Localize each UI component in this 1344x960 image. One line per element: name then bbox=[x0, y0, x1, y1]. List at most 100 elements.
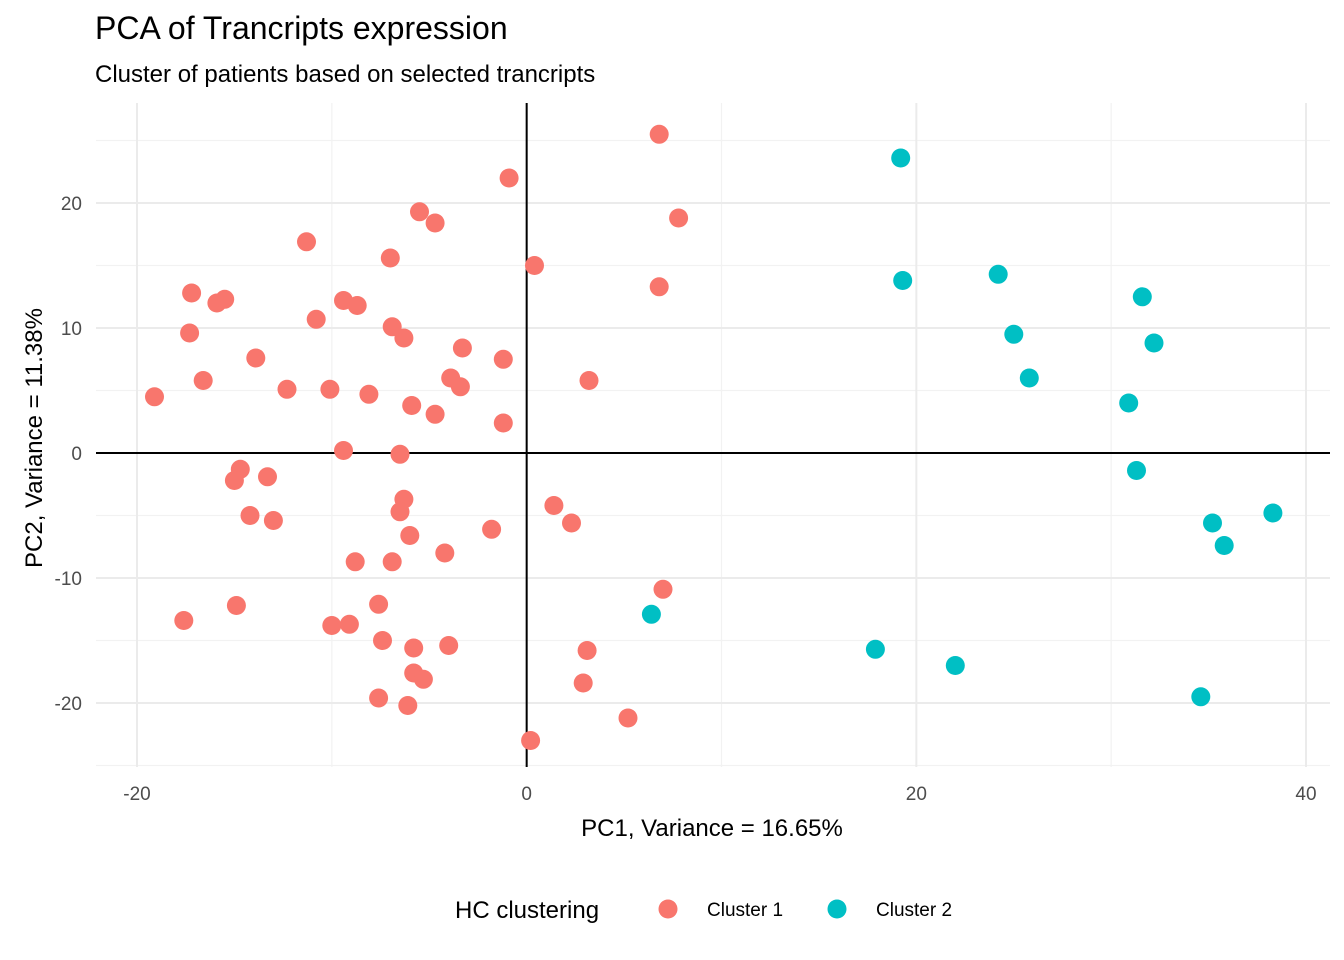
data-point-cluster-1 bbox=[390, 444, 410, 464]
data-point-cluster-2 bbox=[1263, 503, 1283, 523]
y-tick-label: 0 bbox=[71, 444, 82, 465]
data-point-cluster-1 bbox=[521, 731, 541, 750]
data-point-cluster-1 bbox=[347, 296, 367, 315]
x-tick-label: -20 bbox=[123, 784, 150, 805]
data-point-cluster-1 bbox=[193, 371, 213, 390]
data-point-cluster-1 bbox=[339, 614, 359, 634]
y-tick-label: 20 bbox=[61, 194, 82, 215]
y-axis-title: PC2, Variance = 11.38% bbox=[21, 308, 48, 568]
data-point-cluster-1 bbox=[145, 387, 164, 407]
data-point-cluster-1 bbox=[425, 213, 445, 233]
data-point-cluster-2 bbox=[893, 271, 913, 290]
data-point-cluster-2 bbox=[891, 148, 911, 168]
x-tick-label: 40 bbox=[1295, 784, 1316, 805]
data-point-cluster-1 bbox=[452, 338, 472, 358]
data-point-cluster-2 bbox=[1127, 461, 1146, 480]
y-tick-labels: -20 -10 0 10 20 bbox=[55, 194, 82, 715]
data-point-cluster-1 bbox=[182, 283, 202, 303]
data-point-cluster-1 bbox=[562, 513, 581, 533]
data-point-cluster-2 bbox=[865, 639, 885, 659]
legend-title: HC clustering bbox=[455, 897, 599, 924]
data-point-cluster-1 bbox=[439, 636, 459, 655]
legend-key-cluster-1 bbox=[658, 899, 678, 919]
data-point-cluster-1 bbox=[544, 496, 564, 515]
data-point-cluster-2 bbox=[1191, 687, 1211, 707]
x-tick-labels: -20 0 20 40 bbox=[123, 784, 1316, 805]
data-point-cluster-2 bbox=[1144, 333, 1164, 353]
data-point-cluster-1 bbox=[482, 519, 502, 539]
data-point-cluster-1 bbox=[499, 168, 519, 188]
data-point-cluster-1 bbox=[180, 323, 200, 343]
data-point-cluster-1 bbox=[215, 289, 235, 309]
data-point-cluster-1 bbox=[400, 526, 420, 545]
x-tick-label: 0 bbox=[521, 784, 532, 805]
data-point-cluster-2 bbox=[1203, 513, 1222, 533]
data-point-cluster-1 bbox=[240, 506, 260, 525]
x-tick-label: 20 bbox=[906, 784, 927, 805]
data-point-cluster-2 bbox=[641, 604, 661, 624]
data-point-cluster-1 bbox=[263, 511, 283, 530]
data-point-cluster-2 bbox=[1214, 536, 1234, 555]
data-point-cluster-1 bbox=[306, 309, 326, 329]
data-points bbox=[145, 124, 1283, 750]
data-point-cluster-2 bbox=[988, 264, 1008, 284]
data-point-cluster-1 bbox=[373, 631, 392, 650]
data-point-cluster-1 bbox=[435, 543, 455, 563]
data-point-cluster-2 bbox=[1004, 324, 1024, 344]
data-point-cluster-1 bbox=[369, 594, 389, 614]
data-point-cluster-1 bbox=[322, 616, 342, 635]
data-point-cluster-1 bbox=[224, 471, 244, 490]
data-point-cluster-1 bbox=[277, 379, 297, 399]
data-point-cluster-1 bbox=[246, 348, 266, 368]
data-point-cluster-1 bbox=[649, 277, 669, 297]
data-point-cluster-2 bbox=[945, 656, 965, 675]
chart-title: PCA of Trancripts expression bbox=[95, 10, 508, 46]
legend-key-cluster-2 bbox=[827, 899, 847, 919]
data-point-cluster-1 bbox=[398, 696, 418, 715]
data-point-cluster-1 bbox=[359, 384, 379, 404]
zero-lines bbox=[96, 103, 1330, 767]
legend-label-cluster-1: Cluster 1 bbox=[707, 900, 783, 921]
data-point-cluster-1 bbox=[525, 256, 544, 275]
data-point-cluster-1 bbox=[226, 596, 246, 615]
data-point-cluster-1 bbox=[382, 552, 402, 572]
chart-subtitle: Cluster of patients based on selected tr… bbox=[95, 61, 595, 88]
data-point-cluster-1 bbox=[577, 641, 597, 660]
data-point-cluster-1 bbox=[258, 467, 277, 487]
data-point-cluster-1 bbox=[579, 371, 599, 390]
data-point-cluster-1 bbox=[369, 688, 389, 708]
legend-label-cluster-2: Cluster 2 bbox=[876, 900, 952, 921]
data-point-cluster-1 bbox=[334, 441, 353, 460]
data-point-cluster-1 bbox=[297, 232, 316, 252]
data-point-cluster-2 bbox=[1119, 393, 1139, 413]
data-point-cluster-2 bbox=[1019, 368, 1039, 388]
data-point-cluster-1 bbox=[402, 396, 422, 415]
data-point-cluster-1 bbox=[320, 379, 340, 399]
y-tick-label: 10 bbox=[61, 319, 82, 340]
data-point-cluster-1 bbox=[345, 552, 365, 572]
x-axis-title: PC1, Variance = 16.65% bbox=[581, 815, 843, 842]
data-point-cluster-1 bbox=[450, 377, 470, 397]
legend: HC clustering Cluster 1 Cluster 2 bbox=[455, 897, 952, 924]
data-point-cluster-2 bbox=[1132, 287, 1152, 307]
data-point-cluster-1 bbox=[394, 328, 414, 348]
data-point-cluster-1 bbox=[669, 208, 689, 228]
y-tick-label: -10 bbox=[55, 569, 82, 590]
data-point-cluster-1 bbox=[425, 404, 445, 424]
data-point-cluster-1 bbox=[618, 708, 638, 728]
data-point-cluster-1 bbox=[174, 611, 194, 630]
data-point-cluster-1 bbox=[573, 673, 593, 693]
data-point-cluster-1 bbox=[404, 638, 424, 658]
data-point-cluster-1 bbox=[653, 579, 673, 599]
y-tick-label: -20 bbox=[55, 694, 82, 715]
data-point-cluster-1 bbox=[390, 502, 410, 522]
grid-lines bbox=[96, 103, 1330, 767]
data-point-cluster-1 bbox=[380, 248, 400, 268]
data-point-cluster-1 bbox=[649, 124, 669, 144]
data-point-cluster-1 bbox=[413, 669, 433, 689]
data-point-cluster-1 bbox=[493, 413, 513, 433]
data-point-cluster-1 bbox=[410, 202, 429, 222]
data-point-cluster-1 bbox=[493, 349, 513, 369]
